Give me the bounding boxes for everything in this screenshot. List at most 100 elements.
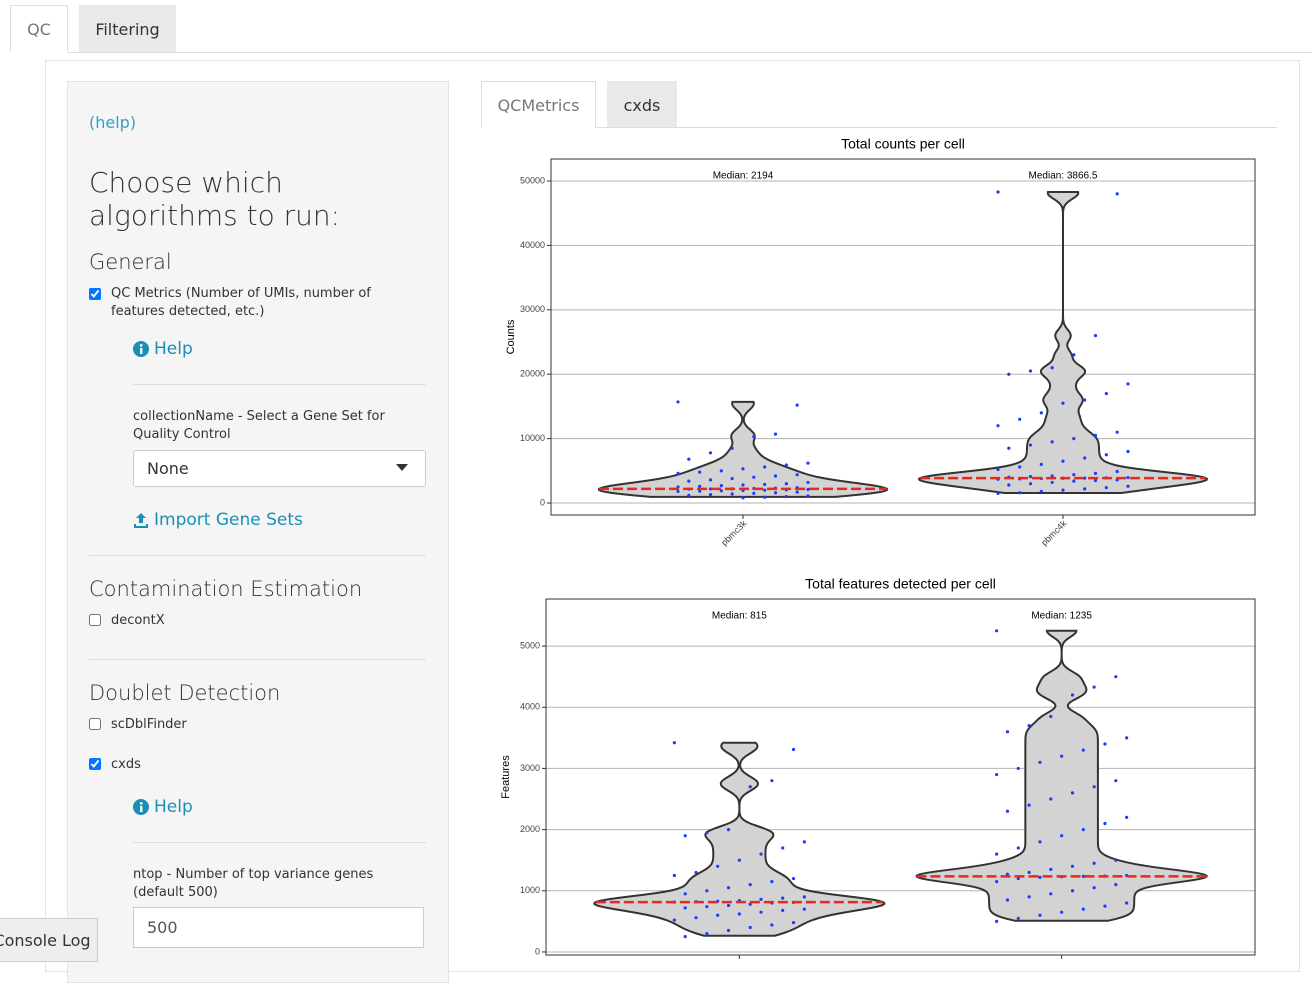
point <box>726 928 731 933</box>
import-button[interactable]: Import Gene Sets <box>133 510 303 530</box>
point <box>1060 754 1064 758</box>
point <box>1093 471 1098 475</box>
help-button[interactable]: Help <box>133 339 193 359</box>
point <box>1039 462 1043 466</box>
tab[interactable]: QC <box>10 5 68 52</box>
point <box>1092 886 1096 890</box>
violin <box>917 190 1209 494</box>
tab[interactable]: Filtering <box>79 5 176 52</box>
point <box>741 483 745 487</box>
point <box>1005 898 1010 902</box>
point <box>708 493 713 497</box>
panel-border <box>545 598 1256 956</box>
point <box>1103 821 1107 826</box>
violin <box>915 629 1208 922</box>
point <box>1070 864 1075 868</box>
point <box>1083 398 1087 402</box>
point <box>1072 437 1076 441</box>
plots: Total counts per cell0100002000030000400… <box>497 135 1262 962</box>
tab-line <box>68 52 1312 53</box>
page: QC Filtering (help) Choose which algorit… <box>0 5 1312 983</box>
point <box>730 492 734 496</box>
point <box>737 858 741 862</box>
point <box>1114 883 1118 887</box>
point <box>683 906 687 910</box>
point <box>1114 675 1118 679</box>
point <box>748 883 752 887</box>
point <box>995 772 999 777</box>
point <box>716 913 720 917</box>
point <box>784 482 788 486</box>
point <box>791 876 796 881</box>
heading: Choose which algorithms to run: <box>89 166 341 232</box>
point <box>1093 478 1098 483</box>
point <box>1103 742 1107 746</box>
point <box>759 852 763 856</box>
y-tick-label: 2000 <box>520 824 540 834</box>
point <box>1016 876 1020 881</box>
point <box>719 484 723 488</box>
point <box>1007 446 1011 450</box>
point <box>1061 401 1065 405</box>
help-link[interactable]: (help) <box>89 113 137 132</box>
console-button[interactable]: Console Log <box>0 918 98 962</box>
point <box>672 918 676 922</box>
select[interactable]: None <box>133 450 426 487</box>
y-tick-label: 4000 <box>520 702 540 712</box>
point <box>672 873 676 878</box>
point <box>694 916 698 920</box>
point <box>1104 485 1108 490</box>
point <box>1049 892 1053 896</box>
point <box>1039 489 1043 494</box>
y-tick-label: 30000 <box>520 304 545 314</box>
point <box>784 463 788 467</box>
point <box>1038 875 1042 879</box>
sidebar <box>67 81 449 983</box>
checkbox[interactable] <box>89 614 101 626</box>
chart-title: Total counts per cell <box>841 136 965 152</box>
point <box>1114 858 1118 862</box>
checkbox[interactable] <box>89 718 101 730</box>
point <box>1027 870 1031 875</box>
text-input[interactable] <box>133 907 424 948</box>
help-button[interactable]: Help <box>133 797 193 817</box>
point <box>1050 474 1054 478</box>
point <box>1005 872 1010 876</box>
point <box>698 470 702 474</box>
checkbox-label: decontX <box>111 613 165 628</box>
point <box>1093 333 1098 338</box>
point <box>705 889 709 893</box>
point <box>759 897 763 901</box>
divider <box>89 555 426 556</box>
tab[interactable]: cxds <box>607 81 677 128</box>
median-label: Median: 2194 <box>713 171 774 182</box>
point <box>730 446 734 450</box>
point <box>1092 685 1096 689</box>
point <box>1016 916 1020 920</box>
median-label: Median: 3866.5 <box>1029 171 1098 182</box>
point <box>996 467 1000 472</box>
point <box>748 902 752 906</box>
point <box>741 496 745 500</box>
point <box>773 432 778 436</box>
point <box>1115 430 1119 434</box>
point <box>708 451 713 455</box>
checkbox[interactable] <box>89 288 101 300</box>
violin <box>593 741 886 937</box>
point <box>1060 910 1064 914</box>
point <box>726 903 731 908</box>
point <box>996 190 1000 194</box>
section-title: Doublet Detection <box>89 681 281 705</box>
point <box>748 785 752 789</box>
divider <box>133 384 426 385</box>
tab[interactable]: QCMetrics <box>481 81 596 128</box>
point <box>806 461 810 465</box>
checkbox[interactable] <box>89 758 101 770</box>
info-icon <box>133 341 149 357</box>
point <box>1049 714 1053 719</box>
point <box>1050 366 1054 370</box>
point <box>1028 475 1033 479</box>
point <box>1083 456 1087 460</box>
point <box>1007 372 1011 376</box>
point <box>1104 453 1108 457</box>
